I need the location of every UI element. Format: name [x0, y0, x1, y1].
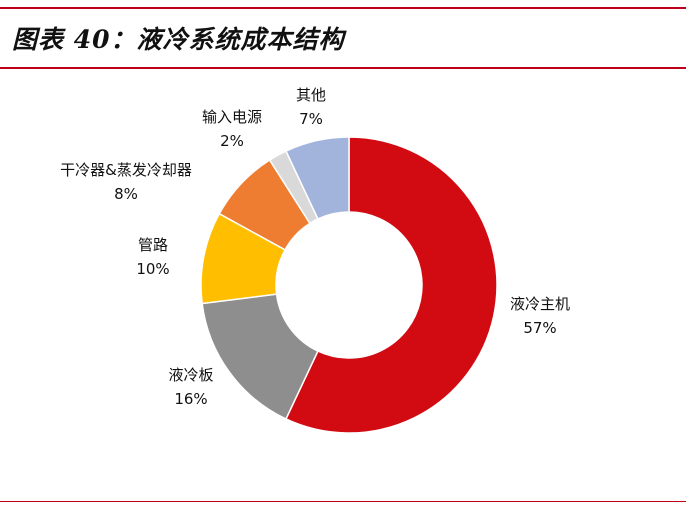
slice-category-label-1: 液冷板: [168, 366, 213, 384]
slice-category-label-5: 其他: [296, 86, 326, 104]
chart-title: 图表 40：液冷系统成本结构: [12, 25, 345, 54]
title-rule: [0, 67, 686, 69]
slice-value-label-2: 10%: [136, 260, 169, 278]
bottom-rule: [0, 501, 686, 502]
slice-value-label-3: 8%: [114, 185, 138, 203]
slice-value-label-0: 57%: [523, 319, 556, 337]
slice-value-label-5: 7%: [299, 110, 323, 128]
slice-value-label-4: 2%: [220, 132, 244, 150]
slice-category-label-2: 管路: [138, 236, 168, 254]
donut-slice-5: [284, 136, 350, 220]
slice-category-label-3: 干冷器&蒸发冷却器: [60, 161, 192, 179]
donut-labels: 液冷主机 57% 液冷板 16% 管路 10% 干冷器&蒸发冷却器 8% 输入电源 2% 其他 7%: [60, 86, 570, 408]
slice-category-label-0: 液冷主机: [510, 295, 570, 313]
slice-value-label-1: 16%: [174, 390, 207, 408]
donut-slice-0: [284, 136, 498, 434]
slice-category-label-4: 输入电源: [202, 108, 262, 126]
top-rule: [0, 7, 686, 9]
donut-slices: [200, 136, 498, 434]
